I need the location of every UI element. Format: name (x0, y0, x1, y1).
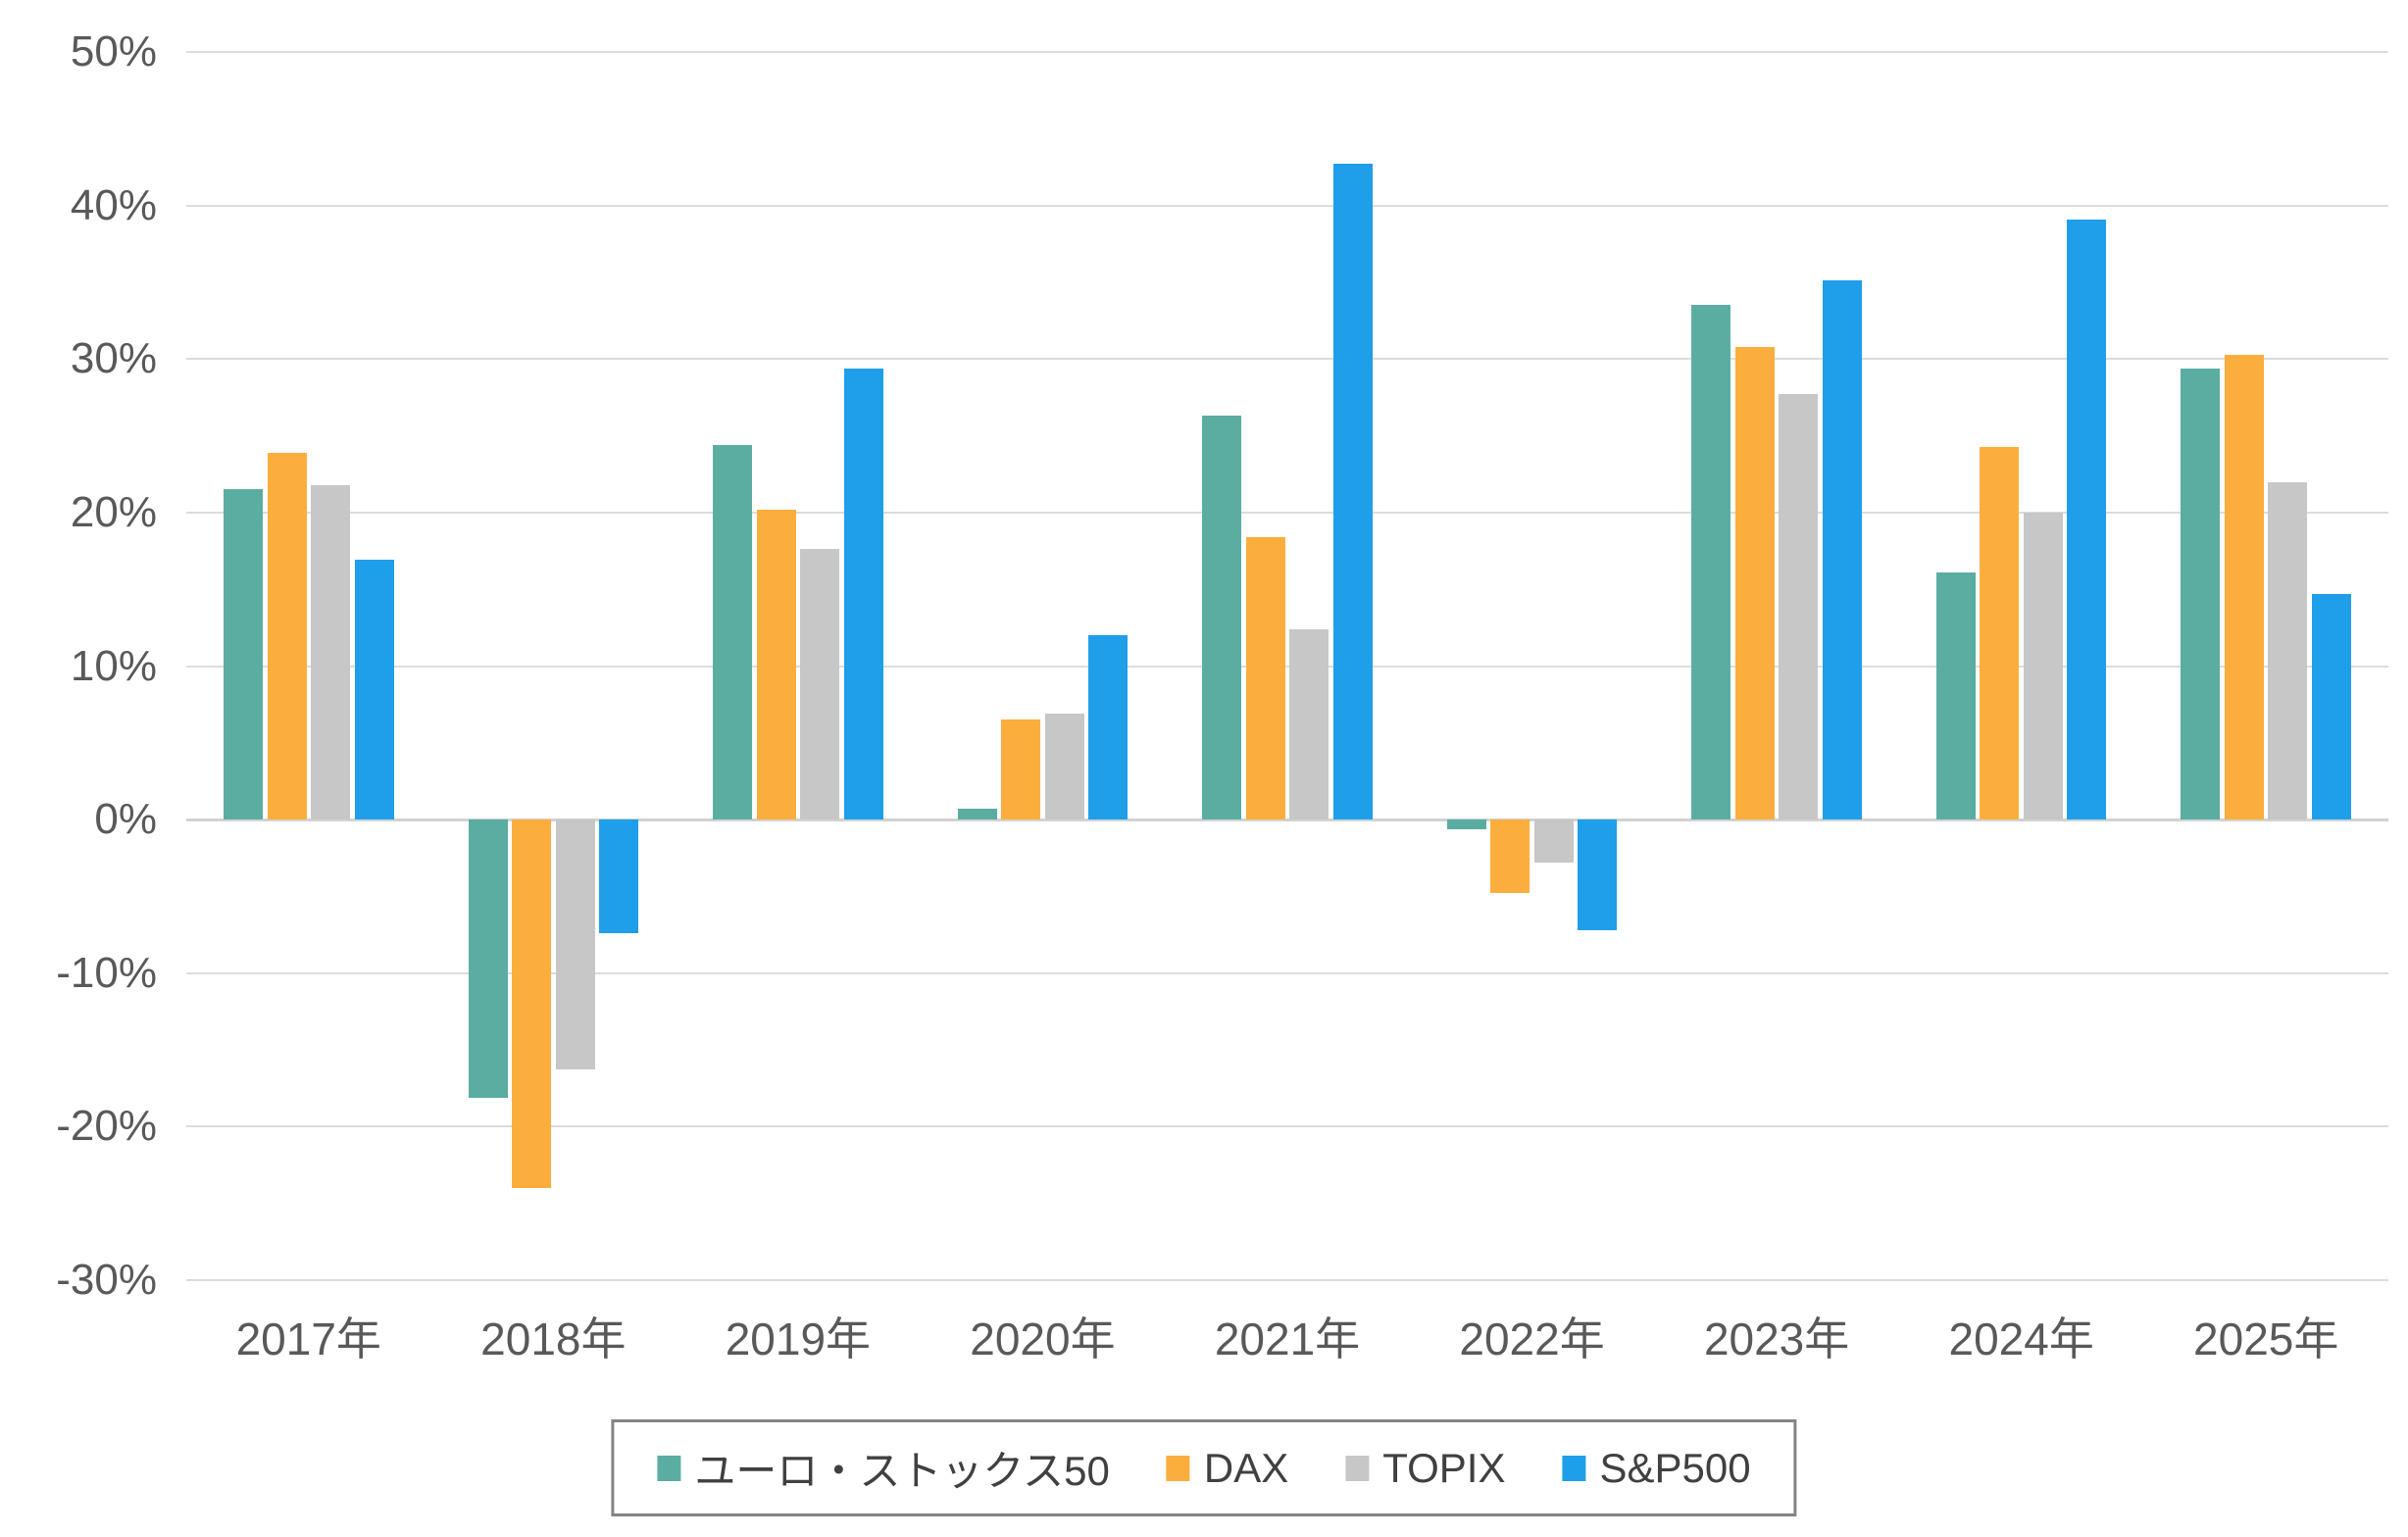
bar-DAX-2024年 (1980, 446, 2020, 820)
legend: ユーロ・ストックス50 DAX TOPIX S&P500 (611, 1419, 1797, 1516)
gridline (186, 204, 2388, 207)
y-axis-tick-label: 0% (94, 795, 157, 844)
bar-ユーロ・ストックス50-2019年 (713, 444, 753, 820)
y-axis: 50% 40% 30% 20% 10% 0% -10% -20% -30% (0, 27, 157, 1304)
legend-label: S&P500 (1599, 1444, 1751, 1491)
bar-DAX-2023年 (1734, 346, 1775, 820)
legend-label: ユーロ・ストックス50 (694, 1448, 1110, 1494)
bar-TOPIX-2024年 (2023, 512, 2063, 820)
bar-ユーロ・ストックス50-2025年 (2181, 368, 2221, 820)
y-axis-tick-label: -30% (56, 1256, 157, 1304)
bar-DAX-2021年 (1245, 536, 1285, 820)
bar-TOPIX-2019年 (800, 549, 840, 820)
bar-S&P500-2022年 (1578, 819, 1618, 930)
bar-S&P500-2018年 (599, 819, 639, 934)
plot-area (186, 51, 2388, 1281)
gridline (186, 971, 2388, 974)
bar-TOPIX-2018年 (555, 819, 595, 1070)
gridline (186, 358, 2388, 361)
x-axis-tick-label: 2025年 (2193, 1314, 2339, 1364)
bar-S&P500-2023年 (1822, 280, 1862, 820)
x-axis-tick-label: 2022年 (1459, 1314, 1605, 1364)
y-axis-tick-label: 10% (70, 641, 157, 690)
bar-S&P500-2020年 (1088, 635, 1129, 820)
bar-S&P500-2024年 (2067, 219, 2107, 820)
bar-ユーロ・ストックス50-2021年 (1202, 416, 1242, 820)
gridline (186, 1279, 2388, 1281)
bar-ユーロ・ストックス50-2024年 (1935, 571, 1976, 820)
bar-ユーロ・ストックス50-2018年 (468, 819, 508, 1098)
bar-TOPIX-2023年 (1779, 394, 1819, 820)
gridline (186, 665, 2388, 668)
legend-item-DAX: DAX (1166, 1444, 1289, 1492)
y-axis-tick-label: 20% (70, 487, 157, 536)
gridline (186, 511, 2388, 514)
x-axis-tick-label: 2024年 (1948, 1314, 2094, 1364)
x-axis-tick-label: 2019年 (725, 1314, 872, 1364)
bar-ユーロ・ストックス50-2022年 (1446, 819, 1486, 829)
y-axis-tick-label: -20% (56, 1102, 157, 1151)
bar-DAX-2020年 (1001, 719, 1041, 820)
bar-ユーロ・ストックス50-2023年 (1691, 305, 1731, 820)
x-axis-tick-label: 2021年 (1214, 1314, 1361, 1364)
y-axis-tick-label: -10% (56, 948, 157, 997)
x-axis-tick-label: 2020年 (970, 1314, 1116, 1364)
gridline (186, 51, 2388, 53)
bar-TOPIX-2022年 (1533, 819, 1574, 863)
legend-swatch-icon (1562, 1455, 1586, 1481)
bar-TOPIX-2025年 (2268, 481, 2308, 820)
x-axis-tick-label: 2018年 (480, 1314, 627, 1364)
bar-DAX-2018年 (512, 819, 552, 1189)
bar-ユーロ・ストックス50-2017年 (224, 489, 264, 820)
bar-S&P500-2017年 (354, 560, 394, 820)
gridline (186, 1125, 2388, 1128)
bar-S&P500-2019年 (843, 368, 883, 820)
legend-swatch-icon (657, 1455, 681, 1481)
bar-ユーロ・ストックス50-2020年 (957, 809, 997, 820)
y-axis-tick-label: 30% (70, 334, 157, 383)
x-axis-tick-label: 2017年 (235, 1314, 381, 1364)
x-axis-tick-label: 2023年 (1703, 1314, 1850, 1364)
bar-DAX-2019年 (756, 509, 796, 820)
legend-item-TOPIX: TOPIX (1345, 1445, 1505, 1492)
bar-DAX-2017年 (267, 452, 307, 820)
y-axis-tick-label: 50% (70, 27, 157, 75)
bar-DAX-2025年 (2224, 354, 2264, 820)
bar-S&P500-2025年 (2311, 593, 2351, 820)
bar-DAX-2022年 (1490, 819, 1530, 894)
legend-swatch-icon (1345, 1455, 1370, 1481)
legend-label: TOPIX (1382, 1444, 1506, 1491)
legend-item-ユーロ・ストックス50: ユーロ・ストックス50 (657, 1438, 1110, 1498)
bar-TOPIX-2021年 (1289, 628, 1329, 820)
legend-item-S&P500: S&P500 (1562, 1444, 1751, 1492)
bar-TOPIX-2020年 (1044, 714, 1084, 820)
x-axis: 2017年 2018年 2019年 2020年 2021年 2022年 2023年 2024年… (186, 1304, 2388, 1372)
bar-TOPIX-2017年 (311, 484, 351, 820)
legend-label: DAX (1203, 1444, 1289, 1491)
bar-S&P500-2021年 (1332, 164, 1373, 820)
gridline-zero (186, 818, 2388, 822)
legend-swatch-icon (1166, 1455, 1190, 1481)
y-axis-tick-label: 40% (70, 180, 157, 229)
